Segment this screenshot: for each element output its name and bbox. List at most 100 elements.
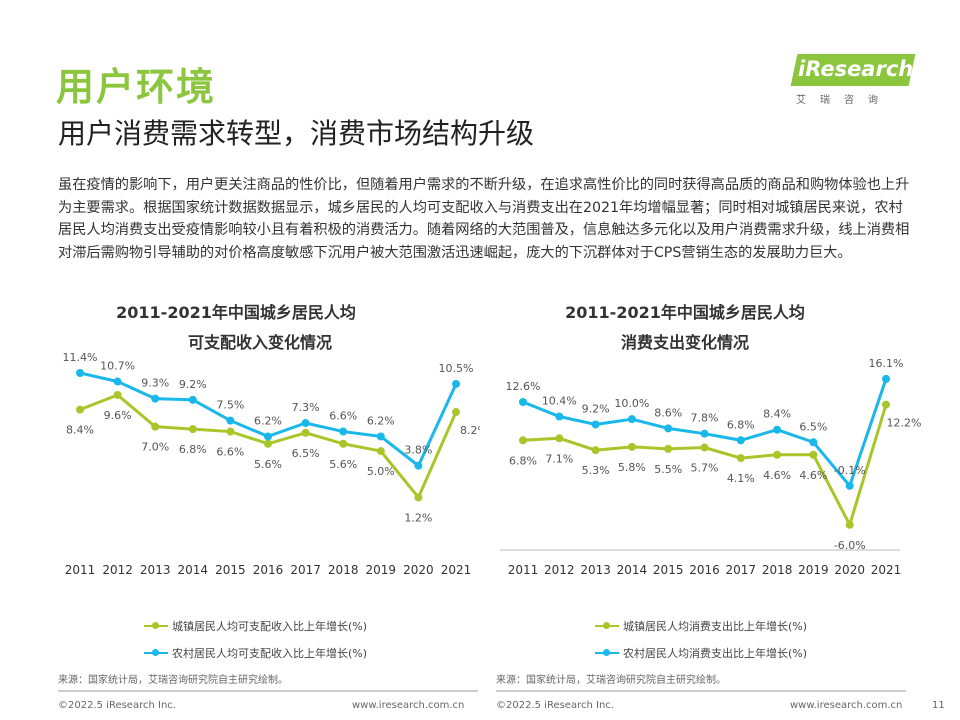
page-subtitle: 用户消费需求转型，消费市场结构升级 — [58, 117, 535, 150]
data-label: 6.8% — [509, 454, 537, 467]
x-tick-label: 2019 — [366, 563, 397, 577]
x-tick-label: 2012 — [544, 563, 575, 577]
consumption-growth-chart: 2011 2012 2013 2014 2015 2016 2017 2018 2019 2020… — [500, 357, 921, 577]
page-number: 11 — [932, 700, 945, 711]
data-label: 8.2% — [460, 424, 480, 437]
legend-label: 城镇居民人均消费支出比上年增长(%) — [623, 620, 808, 633]
urban-data-point — [301, 428, 310, 437]
urban-data-point — [452, 408, 460, 417]
x-tick-label: 2021 — [871, 563, 902, 577]
data-label: 16.1% — [869, 357, 904, 370]
rural-data-point — [845, 481, 854, 490]
data-label: 6.8% — [727, 418, 755, 431]
data-label: 7.0% — [141, 441, 169, 454]
x-tick-label: 2013 — [580, 563, 611, 577]
chart1-title-line2: 可支配收入变化情况 — [187, 333, 332, 352]
urban-data-point — [226, 427, 235, 436]
chart1-legend-rural: 农村居民人均可支配收入比上年增长(%) — [144, 645, 367, 661]
data-label: 7.8% — [691, 412, 719, 425]
data-label: 5.0% — [367, 465, 395, 478]
data-label: 10.5% — [439, 362, 474, 375]
data-label: 9.6% — [104, 409, 132, 422]
data-label: 9.2% — [582, 402, 610, 415]
rural-data-point — [591, 420, 600, 429]
legend-label: 农村居民人均可支配收入比上年增长(%) — [172, 647, 368, 660]
data-label: 4.1% — [727, 472, 755, 485]
x-tick-label: 2011 — [508, 563, 539, 577]
x-tick-label: 2014 — [178, 563, 209, 577]
urban-data-point — [339, 439, 348, 448]
legend-label: 城镇居民人均可支配收入比上年增长(%) — [172, 620, 368, 633]
data-label: -6.0% — [834, 539, 866, 552]
data-label: 6.2% — [367, 414, 395, 427]
urban-data-point — [882, 400, 890, 409]
data-label: 6.6% — [329, 410, 357, 423]
data-label: 6.5% — [799, 420, 827, 433]
logo-text: iResearch — [798, 57, 914, 81]
x-tick-label: 2019 — [798, 563, 829, 577]
data-label: 6.5% — [292, 447, 320, 460]
data-label: 8.6% — [654, 406, 682, 419]
data-label: 6.8% — [179, 443, 207, 456]
data-label: 6.2% — [254, 414, 282, 427]
data-label: 8.4% — [763, 408, 791, 421]
chart2-title-line2: 消费支出变化情况 — [620, 333, 749, 352]
urban-data-point — [151, 422, 160, 431]
data-label: 4.6% — [799, 469, 827, 482]
data-label: 12.6% — [506, 380, 541, 393]
x-tick-label: 2014 — [617, 563, 648, 577]
x-tick-label: 2015 — [215, 563, 246, 577]
chart2-source: 来源：国家统计局，艾瑞咨询研究院自主研究绘制。 — [496, 675, 726, 686]
x-tick-label: 2017 — [726, 563, 757, 577]
iresearch-logo: iResearch 艾瑞咨询 — [790, 54, 920, 106]
data-label: 9.2% — [179, 378, 207, 391]
urban-data-point — [188, 425, 197, 434]
data-label: 5.6% — [254, 458, 282, 471]
x-tick-label: 2015 — [653, 563, 684, 577]
rural-data-point — [301, 419, 310, 428]
rural-data-point — [151, 394, 160, 403]
data-label: 10.0% — [614, 397, 649, 410]
footer-divider-left — [58, 690, 478, 692]
x-tick-label: 2012 — [102, 563, 133, 577]
data-label: 11.4% — [63, 351, 98, 364]
urban-data-point — [773, 450, 782, 459]
chart1-source: 来源：国家统计局，艾瑞咨询研究院自主研究绘制。 — [58, 675, 288, 686]
rural-data-point — [188, 395, 197, 404]
rural-data-point — [664, 424, 673, 433]
x-tick-label: 2021 — [441, 563, 472, 577]
footer-divider-right — [496, 690, 906, 692]
data-label: 7.1% — [545, 452, 573, 465]
legend-label: 农村居民人均消费支出比上年增长(%) — [623, 647, 808, 660]
rural-data-point — [700, 429, 709, 438]
x-tick-label: 2016 — [689, 563, 720, 577]
data-label: 5.6% — [329, 458, 357, 471]
data-label: 7.3% — [292, 401, 320, 414]
rural-data-point — [736, 436, 745, 445]
x-tick-label: 2013 — [140, 563, 171, 577]
x-tick-label: 2016 — [253, 563, 284, 577]
page-title: 用户环境 — [56, 65, 217, 109]
data-label: 10.7% — [100, 360, 135, 373]
data-label: 10.4% — [542, 395, 577, 408]
rural-data-point — [76, 369, 84, 377]
rural-data-point — [809, 438, 818, 447]
urban-data-point — [627, 442, 636, 451]
chart2-legend-rural: 农村居民人均消费支出比上年增长(%) — [595, 645, 807, 661]
rural-data-point — [113, 377, 122, 386]
data-label: 6.6% — [216, 446, 244, 459]
urban-data-point — [519, 436, 527, 445]
data-label: 4.6% — [763, 469, 791, 482]
rural-data-point — [555, 412, 564, 421]
urban-data-point — [591, 446, 600, 455]
x-tick-label: 2018 — [762, 563, 793, 577]
chart2-legend-urban: 城镇居民人均消费支出比上年增长(%) — [595, 618, 807, 634]
footer-url-left: www.iresearch.com.cn — [352, 700, 465, 711]
urban-data-point — [113, 390, 122, 399]
rural-data-point — [264, 432, 272, 441]
rural-data-point — [627, 415, 636, 424]
x-tick-label: 2018 — [328, 563, 359, 577]
income-growth-chart: 2011 2012 2013 2014 2015 2016 2017 2018 2019 2020… — [63, 351, 480, 577]
urban-data-point — [845, 520, 854, 529]
urban-data-point — [555, 434, 564, 443]
